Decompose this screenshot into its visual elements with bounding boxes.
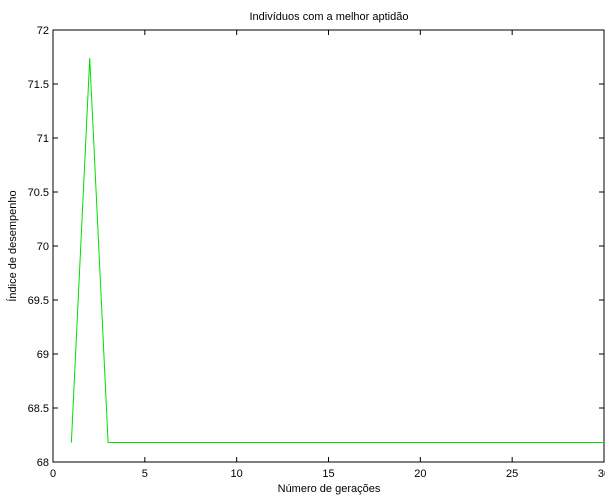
y-axis-label: Índice de desempenho [6,190,19,301]
plot-area [52,29,605,463]
y-tick-label: 68.5 [28,403,49,415]
y-tick-label: 69.5 [28,295,49,307]
x-tick-label: 30 [598,468,605,480]
x-axis: 0 5 10 15 20 25 30 [50,30,605,480]
x-tick-label: 0 [50,468,56,480]
x-tick-label: 20 [414,468,426,480]
y-tick-label: 70.5 [28,187,49,199]
y-tick-label: 71 [37,133,49,145]
x-axis-label: Número de gerações [278,483,381,495]
series-line-0 [70,58,604,444]
y-tick-label: 72 [37,25,49,37]
y-axis: 68 68.5 69 69.5 70 70.5 71 71.5 72 [28,25,604,469]
x-tick-label: 5 [142,468,148,480]
y-tick-label: 70 [37,241,49,253]
y-tick-label: 69 [37,349,49,361]
x-tick-label: 25 [506,468,518,480]
chart-title: Indivíduos com a melhor aptidão [250,11,409,23]
x-tick-label: 10 [231,468,243,480]
y-tick-label: 71.5 [28,79,49,91]
x-tick-label: 15 [322,468,334,480]
series-layer [70,58,604,444]
y-tick-label: 68 [37,457,49,469]
